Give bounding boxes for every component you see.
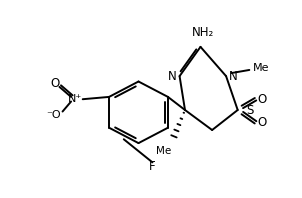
Text: N⁺: N⁺ <box>68 94 82 104</box>
Text: F: F <box>149 161 156 173</box>
Text: Me: Me <box>156 146 172 156</box>
Text: N: N <box>229 70 237 83</box>
Text: Me: Me <box>252 63 269 73</box>
Text: NH₂: NH₂ <box>192 27 214 39</box>
Text: O: O <box>50 77 59 90</box>
Text: O: O <box>257 93 266 106</box>
Text: S: S <box>246 104 254 116</box>
Text: O: O <box>257 116 266 129</box>
Text: N: N <box>168 70 177 83</box>
Text: ⁻O: ⁻O <box>46 110 61 120</box>
